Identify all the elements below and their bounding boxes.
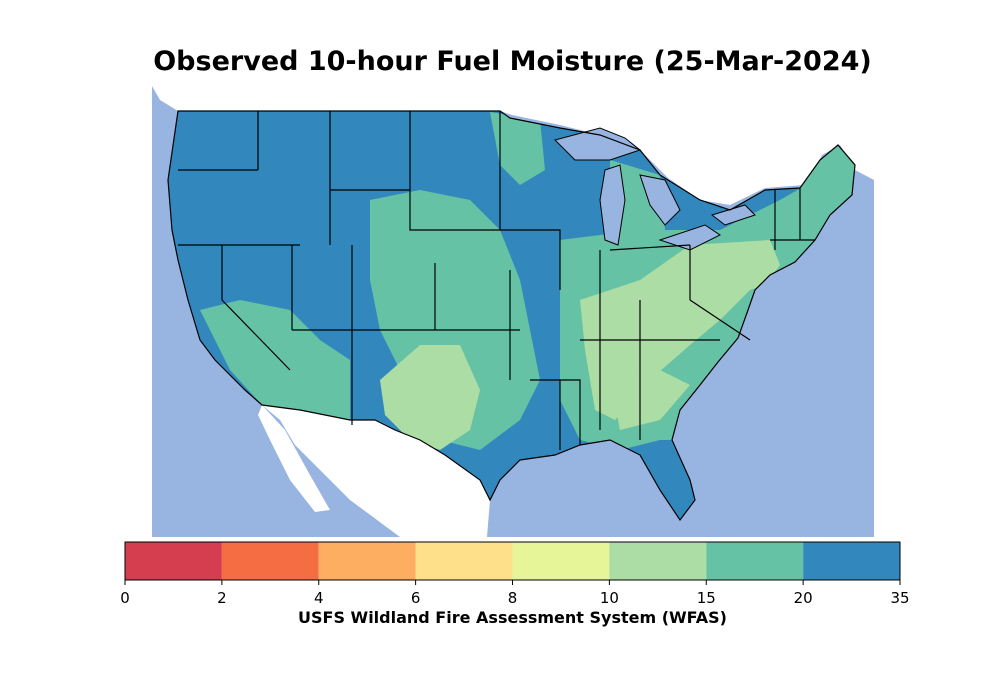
colorbar-swatch bbox=[609, 542, 707, 580]
great-lakes bbox=[554, 127, 756, 251]
colorbar: 0 2 4 6 8 10 15 20 35 bbox=[120, 541, 910, 607]
colorbar-label: USFS Wildland Fire Assessment System (WF… bbox=[298, 608, 727, 627]
mexico-land bbox=[262, 405, 490, 537]
colorbar-tick-label: 35 bbox=[890, 589, 909, 607]
colorbar-swatch bbox=[221, 542, 319, 580]
colorbar-tick-label: 6 bbox=[411, 589, 421, 607]
colorbar-swatch bbox=[803, 542, 900, 580]
baja-california bbox=[258, 405, 330, 512]
colorbar-tick-label: 20 bbox=[794, 589, 813, 607]
canada-land bbox=[152, 86, 874, 205]
colorbar-swatch bbox=[125, 542, 222, 580]
colorbar-tick-label: 10 bbox=[600, 589, 619, 607]
fuel-moisture-field bbox=[168, 111, 855, 520]
colorbar-swatch bbox=[415, 542, 513, 580]
colorbar-tick-label: 4 bbox=[314, 589, 324, 607]
map-title: Observed 10-hour Fuel Moisture (25-Mar-2… bbox=[153, 46, 872, 77]
colorbar-swatch bbox=[706, 542, 804, 580]
colorbar-swatch bbox=[318, 542, 416, 580]
colorbar-swatch bbox=[512, 542, 610, 580]
colorbar-tick-label: 15 bbox=[697, 589, 716, 607]
colorbar-tick-label: 2 bbox=[217, 589, 227, 607]
colorbar-tick-label: 8 bbox=[508, 589, 518, 607]
state-borders bbox=[167, 110, 856, 521]
colorbar-tick-label: 0 bbox=[120, 589, 130, 607]
